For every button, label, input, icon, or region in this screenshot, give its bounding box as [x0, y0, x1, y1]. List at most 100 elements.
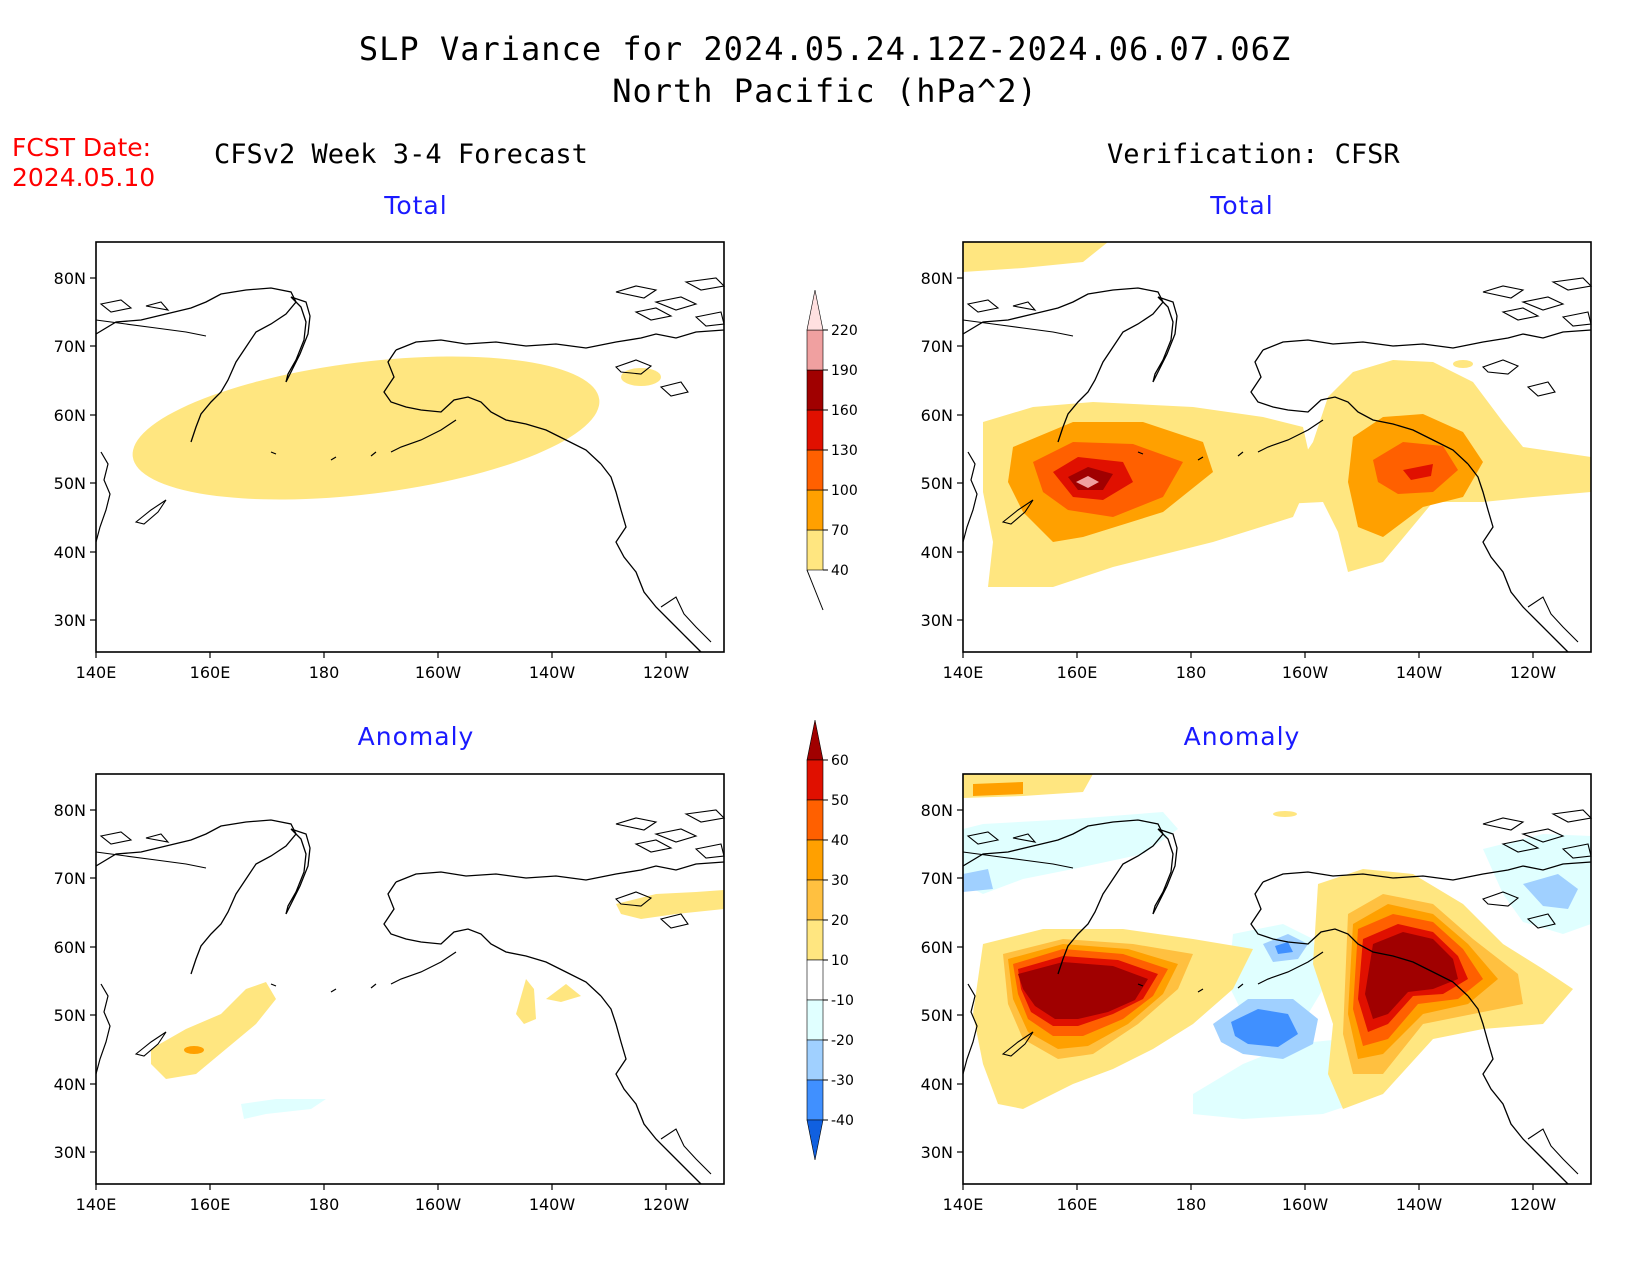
main-subtitle: North Pacific (hPa^2)	[612, 72, 1038, 110]
lat-label: 60N	[54, 938, 86, 957]
lon-label: 180	[309, 1195, 340, 1214]
lon-label: 140E	[943, 1195, 984, 1214]
lon-label: 120W	[1510, 663, 1557, 682]
colorbar-anomaly-segment	[806, 719, 824, 761]
colorbar-total-label: 190	[831, 363, 858, 379]
lon-label: 160E	[190, 663, 231, 682]
colorbar-anomaly-segment	[806, 959, 824, 1001]
lon-label: 160E	[190, 1195, 231, 1214]
lat-label: 80N	[54, 801, 86, 820]
colorbar-anomaly-label: -10	[831, 993, 854, 1009]
colorbar-anomaly-label: 10	[831, 953, 849, 969]
verification-header: Verification: CFSR	[1107, 139, 1400, 170]
lat-label: 70N	[54, 869, 86, 888]
colorbar-total-segment	[806, 289, 824, 331]
lon-label: 160W	[415, 663, 462, 682]
colorbar-total-segment	[806, 369, 824, 411]
colorbar-total-label: 130	[831, 443, 858, 459]
lat-label: 30N	[54, 1143, 86, 1162]
lat-label: 80N	[921, 801, 953, 820]
lat-label: 50N	[54, 1006, 86, 1025]
lat-label: 30N	[921, 1143, 953, 1162]
colorbar-anomaly-segment	[806, 879, 824, 921]
panel-title-top-right: Total	[1210, 191, 1274, 220]
panel-title-bottom-left: Anomaly	[357, 722, 475, 751]
colorbar-anomaly-segment	[806, 839, 824, 881]
colorbar-anomaly-segment	[806, 1039, 824, 1081]
colorbar-total-label: 70	[831, 523, 849, 539]
lon-label: 140W	[1396, 1195, 1443, 1214]
colorbar-anomaly-label: -40	[831, 1113, 854, 1129]
colorbar-anomaly-segment	[806, 759, 824, 801]
fcst-label: FCST Date:	[12, 133, 152, 162]
lon-label: 120W	[643, 663, 690, 682]
lon-label: 160W	[1282, 1195, 1329, 1214]
lat-label: 50N	[54, 474, 86, 493]
lon-label: 140W	[529, 1195, 576, 1214]
lon-label: 180	[1176, 663, 1207, 682]
lat-label: 50N	[921, 474, 953, 493]
lat-label: 70N	[54, 337, 86, 356]
lon-label: 120W	[643, 1195, 690, 1214]
lon-label: 180	[1176, 1195, 1207, 1214]
colorbar-anomaly-label: -20	[831, 1033, 854, 1049]
lat-label: 40N	[54, 543, 86, 562]
colorbar-total-segment	[806, 329, 824, 371]
colorbar-anomaly-segment	[806, 1079, 824, 1121]
lat-label: 60N	[921, 938, 953, 957]
colorbar-total-label: 160	[831, 403, 858, 419]
colorbar-anomaly-segment	[806, 1119, 824, 1161]
colorbar-total-label: 40	[831, 563, 849, 579]
colorbar-anomaly-label: 50	[831, 793, 849, 809]
lat-label: 40N	[54, 1075, 86, 1094]
lon-label: 140E	[943, 663, 984, 682]
axes-layer: 80N 70N 60N 50N 40N 30N 140E 160E 180 160W 140W 120…	[54, 269, 1557, 1214]
colorbar-total-segment	[806, 449, 824, 491]
colorbar-anomaly-label: 60	[831, 753, 849, 769]
lat-label: 60N	[54, 406, 86, 425]
map-anomaly-verification	[962, 773, 1592, 1185]
lon-label: 160E	[1057, 1195, 1098, 1214]
colorbar-total-segment	[806, 529, 824, 571]
lat-label: 30N	[921, 611, 953, 630]
panel-title-bottom-right: Anomaly	[1183, 722, 1301, 751]
colorbar-anomaly-label: 40	[831, 833, 849, 849]
colorbar-anomaly-segment	[806, 919, 824, 961]
lon-label: 160W	[415, 1195, 462, 1214]
main-title: SLP Variance for 2024.05.24.12Z-2024.06.…	[358, 30, 1292, 68]
colorbar-total-label: 220	[831, 323, 858, 339]
lon-label: 180	[309, 663, 340, 682]
lat-label: 60N	[921, 406, 953, 425]
lat-label: 70N	[921, 337, 953, 356]
lat-label: 30N	[54, 611, 86, 630]
lon-label: 140E	[76, 1195, 117, 1214]
colorbar-anomaly-label: 20	[831, 913, 849, 929]
colorbar-anomaly-segment	[806, 999, 824, 1041]
lat-label: 40N	[921, 1075, 953, 1094]
colorbar-anomaly-label: -30	[831, 1073, 854, 1089]
colorbar-total-label: 100	[831, 483, 858, 499]
lon-label: 140E	[76, 663, 117, 682]
forecast-header: CFSv2 Week 3-4 Forecast	[214, 139, 588, 170]
colorbar-anomaly: 60 50 40 30 20 10 -10 -20 -30 -40	[806, 719, 854, 1161]
lon-label: 140W	[529, 663, 576, 682]
lon-label: 120W	[1510, 1195, 1557, 1214]
lon-label: 140W	[1396, 663, 1443, 682]
lon-label: 160W	[1282, 663, 1329, 682]
colorbar-anomaly-label: 30	[831, 873, 849, 889]
lat-label: 80N	[921, 269, 953, 288]
colorbar-total-segment	[806, 489, 824, 531]
lat-label: 40N	[921, 543, 953, 562]
colorbar-total-segment	[806, 409, 824, 451]
lat-label: 80N	[54, 269, 86, 288]
colorbar-total-tail	[806, 569, 824, 611]
fcst-date: 2024.05.10	[12, 163, 156, 192]
map-total-verification	[962, 241, 1592, 653]
lat-label: 70N	[921, 869, 953, 888]
map-total-forecast	[95, 241, 725, 653]
colorbar-anomaly-segment	[806, 799, 824, 841]
panel-title-top-left: Total	[384, 191, 448, 220]
colorbar-total: 40 70 100 130 160 190 220	[806, 289, 858, 611]
map-anomaly-forecast	[95, 773, 725, 1185]
